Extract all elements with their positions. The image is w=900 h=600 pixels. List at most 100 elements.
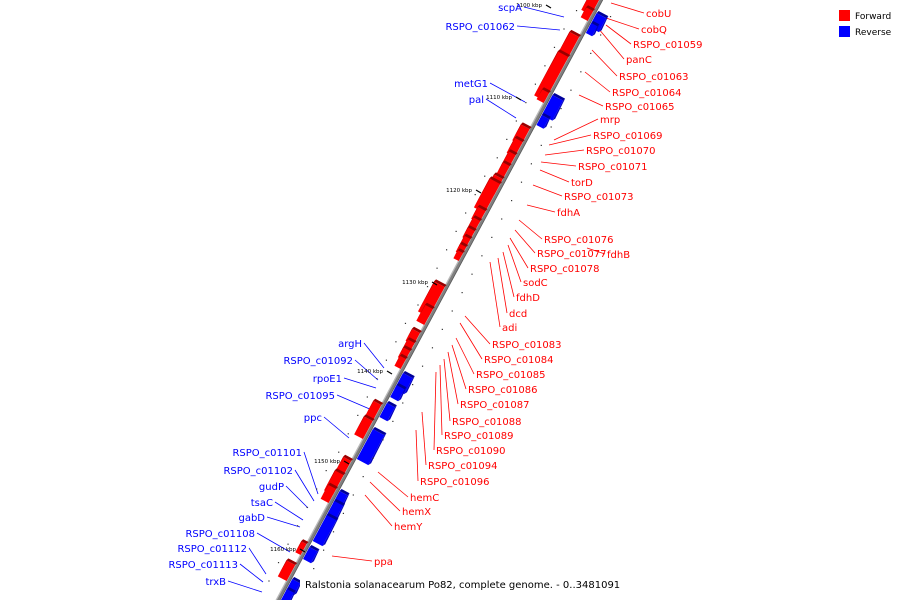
- caption-background: [300, 576, 600, 591]
- scale-tick-label: 1110 kbp: [486, 95, 512, 101]
- forward-leader-sodc: [507, 244, 522, 283]
- reverse-leader-rspo-c01092: [354, 359, 379, 381]
- minor-tick: [376, 378, 378, 380]
- forward-leader-rspo-c01078: [509, 237, 529, 269]
- minor-tick: [366, 396, 368, 398]
- forward-gene-label-hemx: hemX: [402, 507, 431, 518]
- forward-gene-label-fdhb: fdhB: [607, 250, 630, 261]
- forward-leader-cobu: [610, 2, 645, 14]
- scale-tick-mark: [475, 189, 482, 194]
- scale-tick-label: 1130 kbp: [402, 280, 428, 286]
- forward-leader-rspo-c01085: [455, 337, 475, 375]
- forward-gene-label-rspo-c01094: RSPO_c01094: [428, 461, 498, 472]
- forward-gene-block: [473, 176, 503, 214]
- forward-leader-rspo-c01084: [459, 322, 483, 360]
- forward-leader-dcd: [497, 257, 508, 314]
- forward-gene-label-adi: adi: [502, 323, 517, 334]
- forward-gene-block: [365, 398, 384, 420]
- forward-gene-block: [496, 160, 512, 178]
- minor-tick: [525, 102, 527, 104]
- forward-gene-block: [277, 558, 298, 582]
- minor-tick: [404, 322, 407, 324]
- forward-gene-label-cobq: cobQ: [641, 25, 667, 36]
- forward-leader-rspo-c01070: [544, 149, 585, 156]
- minor-tick: [287, 543, 289, 545]
- gene-labels: cobU cobQ RSPO_c01059 panC RSPO_c01063 RSPO_c…: [168, 3, 702, 588]
- forward-gene-label-rspo-c01083: RSPO_c01083: [492, 340, 562, 351]
- minor-tick: [530, 163, 532, 165]
- minor-tick: [575, 10, 578, 12]
- reverse-gene-label-rspo-c01108: RSPO_c01108: [185, 529, 255, 540]
- forward-gene-label-rspo-c01087: RSPO_c01087: [460, 400, 530, 411]
- minor-tick: [352, 494, 354, 496]
- minor-tick: [417, 304, 419, 306]
- reverse-gene-label-rspo-c01113: RSPO_c01113: [168, 560, 238, 571]
- reverse-gene-label-rspo-c01095: RSPO_c01095: [265, 391, 335, 402]
- forward-gene-label-panc: panC: [626, 55, 652, 66]
- minor-tick: [560, 108, 562, 110]
- forward-gene-label-rspo-c01096: RSPO_c01096: [420, 477, 490, 488]
- forward-leader-rspo-c01073: [532, 184, 563, 197]
- minor-tick: [421, 365, 424, 367]
- minor-tick: [426, 286, 429, 288]
- forward-gene-label-rspo-c01073: RSPO_c01073: [564, 192, 634, 203]
- minor-tick: [431, 347, 434, 349]
- reverse-gene-block: [585, 20, 600, 37]
- forward-leader-rspo-c01083: [464, 315, 491, 345]
- reverse-leader-scpa: [523, 6, 565, 18]
- minor-tick: [534, 83, 536, 85]
- forward-leader-panc: [597, 27, 625, 60]
- forward-gene-label-rspo-c01090: RSPO_c01090: [436, 446, 506, 457]
- forward-gene-block: [354, 414, 375, 440]
- minor-tick: [496, 157, 498, 159]
- minor-tick: [451, 310, 453, 312]
- gene-features: [277, 0, 609, 600]
- reverse-gene-label-trxb: trxB: [205, 577, 226, 588]
- reverse-gene-label-gudp: gudP: [259, 482, 284, 493]
- genome-caption: Ralstonia solanacearum Po82, complete ge…: [305, 580, 620, 591]
- reverse-leader-rspo-c01113: [239, 563, 264, 583]
- minor-tick: [471, 273, 473, 275]
- forward-leader-rspo-c01086: [451, 344, 467, 390]
- reverse-leader-trxb: [227, 580, 263, 593]
- forward-gene-block: [320, 482, 339, 504]
- minor-tick: [544, 65, 546, 67]
- forward-gene-label-hemc: hemC: [410, 493, 439, 504]
- forward-gene-label-rspo-c01078: RSPO_c01078: [530, 264, 600, 275]
- minor-tick: [481, 255, 483, 257]
- scale-tick-mark: [299, 548, 306, 553]
- reverse-gene-label-rpoe1: rpoE1: [313, 374, 342, 385]
- minor-tick: [590, 52, 592, 54]
- scale-ticks: 1100 kbp 1110 kbp 1120 kbp 1130 kbp 1140 kbp…: [268, 3, 612, 588]
- minor-tick: [540, 144, 542, 146]
- minor-tick: [553, 46, 556, 48]
- minor-tick: [506, 138, 508, 140]
- reverse-leader-rspo-c01095: [336, 394, 373, 411]
- reverse-gene-label-tsac: tsaC: [251, 498, 273, 509]
- forward-leader-rspo-c01069: [548, 134, 592, 146]
- minor-tick: [268, 580, 270, 582]
- forward-gene-label-ppa: ppa: [374, 557, 393, 568]
- forward-gene-label-tord: torD: [571, 178, 593, 189]
- scale-tick-mark: [431, 281, 438, 286]
- forward-leader-rspo-c01064: [584, 71, 611, 93]
- forward-gene-label-rspo-c01088: RSPO_c01088: [452, 417, 522, 428]
- backbone-edge: [279, 0, 604, 600]
- forward-gene-block: [295, 539, 309, 556]
- scale-tick-mark: [343, 460, 350, 465]
- forward-gene-label-rspo-c01077: RSPO_c01077: [537, 249, 607, 260]
- minor-tick: [385, 359, 387, 361]
- minor-tick: [372, 457, 374, 459]
- forward-leader-rspo-c01059: [605, 24, 632, 45]
- minor-tick: [465, 212, 467, 214]
- reverse-gene-block: [536, 112, 551, 129]
- minor-tick: [491, 236, 493, 238]
- reverse-gene-label-rspo-c01102: RSPO_c01102: [223, 466, 293, 477]
- reverse-gene-block: [312, 512, 339, 547]
- forward-leader-rspo-c01076: [518, 219, 543, 240]
- forward-gene-label-rspo-c01065: RSPO_c01065: [605, 102, 675, 113]
- reverse-leader-rspo-c01108: [256, 532, 291, 553]
- minor-tick: [296, 525, 299, 527]
- reverse-leader-pal: [485, 98, 517, 119]
- forward-gene-label-rspo-c01064: RSPO_c01064: [612, 88, 682, 99]
